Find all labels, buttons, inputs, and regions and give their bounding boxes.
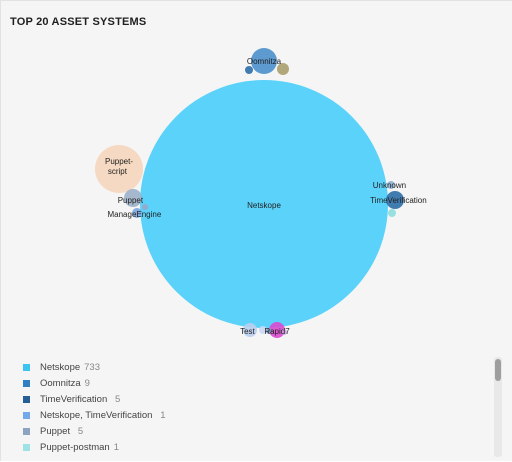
card-title: TOP 20 ASSET SYSTEMS [10, 16, 147, 28]
legend-scrollbar[interactable] [494, 357, 502, 457]
bubble-label: Oomnitza [247, 57, 282, 66]
bubble-label: Rapid7 [264, 327, 290, 336]
legend-item[interactable]: Netskope, TimeVerification 1 [23, 407, 483, 423]
bubble-label: TimeVerification [370, 196, 430, 205]
bubble-minor[interactable] [281, 329, 287, 335]
legend-label: TimeVerification [40, 393, 112, 405]
legend-label: Puppet-postman [40, 441, 110, 453]
legend-item[interactable]: Netskope 733 [23, 359, 483, 375]
legend-count: 733 [84, 361, 100, 373]
bubble-minor[interactable] [259, 326, 267, 334]
bubble-chart: Netskope Oomnitza Puppet-script Puppet Man… [95, 48, 430, 338]
bubble-minor[interactable] [142, 204, 148, 210]
bubble-minor[interactable] [245, 66, 253, 74]
bubble-timeverification[interactable] [386, 191, 404, 209]
legend-swatch [23, 411, 30, 419]
legend-swatch [23, 427, 30, 435]
bubble-puppet-script[interactable] [95, 145, 143, 193]
bubble-puppet[interactable] [124, 189, 142, 207]
bubble-label: ManageEngine [107, 210, 164, 219]
bubble-label: Test [240, 327, 258, 336]
bubble-minor[interactable] [277, 63, 289, 75]
bubble-label: Netskope [247, 201, 281, 210]
bubble-netskope[interactable] [140, 80, 388, 328]
bubble-test[interactable] [243, 323, 257, 337]
chart-legend: Netskope 733 Oomnitza 9 TimeVerification 5 Ne… [23, 359, 483, 462]
legend-count: 1 [160, 409, 166, 421]
legend-count: 9 [84, 377, 90, 389]
legend-count: 5 [115, 393, 121, 405]
legend-swatch [23, 443, 30, 451]
bubble-minor[interactable] [266, 328, 272, 334]
legend-label: Netskope, TimeVerification [40, 409, 157, 421]
legend-label: Puppet [40, 425, 74, 437]
legend-item[interactable]: Puppet-postman 1 [23, 439, 483, 455]
legend-swatch [23, 363, 30, 371]
legend-count: 1 [113, 441, 120, 453]
legend-item[interactable]: Oomnitza 9 [23, 375, 483, 391]
legend-label: Oomnitza [40, 377, 81, 389]
legend-count: 5 [77, 425, 84, 437]
bubble-label: Unknown [373, 181, 410, 190]
legend-item[interactable]: Puppet 5 [23, 423, 483, 439]
bubble-label: Puppet-script [105, 157, 133, 176]
bubble-minor[interactable] [388, 209, 396, 217]
bubble-unknown[interactable] [387, 181, 395, 189]
legend-swatch [23, 395, 30, 403]
bubble-oomnitza[interactable] [251, 48, 277, 74]
bubble-manageengine[interactable] [132, 208, 142, 218]
bubble-rapid7[interactable] [269, 322, 285, 338]
legend-swatch [23, 379, 30, 387]
bubble-label: Puppet [118, 196, 147, 205]
legend-scroll-thumb[interactable] [495, 359, 501, 381]
legend-item[interactable]: TimeVerification 5 [23, 391, 483, 407]
legend-label: Netskope [40, 361, 81, 373]
